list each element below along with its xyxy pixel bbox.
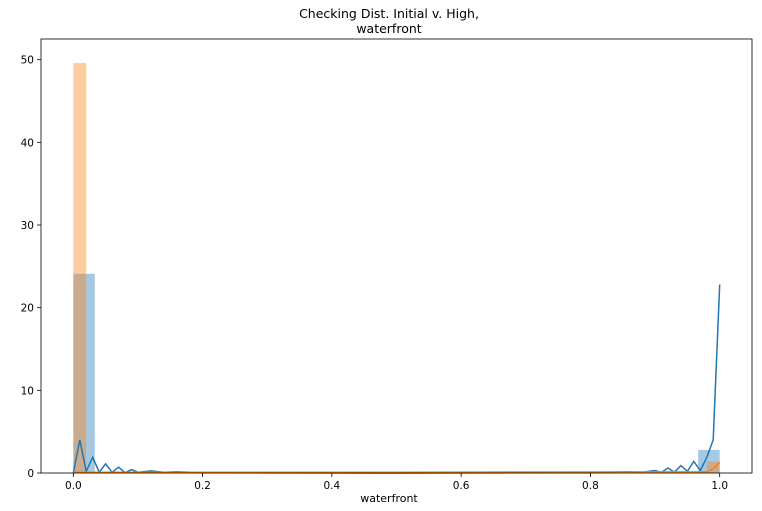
blue-kde-line xyxy=(72,284,721,474)
plot-frame xyxy=(40,38,753,474)
orange-kde-line xyxy=(73,461,721,473)
histogram-bars xyxy=(73,62,720,474)
orange-histogram-bar-0 xyxy=(73,62,87,474)
blue-histogram-bar-0 xyxy=(73,273,95,473)
y-tick-label-3: 30 xyxy=(21,220,34,232)
y-tick-label-5: 50 xyxy=(21,55,34,67)
x-tick-label-5: 1.0 xyxy=(711,480,728,492)
x-tick-label-2: 0.4 xyxy=(324,480,341,492)
x-tick-label-3: 0.6 xyxy=(453,480,470,492)
y-tick-label-1: 10 xyxy=(21,385,34,397)
y-tick-label-4: 40 xyxy=(21,137,34,149)
x-tick-label-1: 0.2 xyxy=(194,480,211,492)
chart-title-line-2: waterfront xyxy=(356,21,421,36)
x-axis-label: waterfront xyxy=(360,492,418,505)
y-tick-label-0: 0 xyxy=(27,468,34,480)
orange-histogram-bar-1 xyxy=(706,461,720,473)
x-tick-label-4: 0.8 xyxy=(582,480,599,492)
y-tick-label-2: 20 xyxy=(21,303,34,315)
axes: 0.0 0.2 0.4 0.6 0.8 1.0 0 10 20 30 40 50 xyxy=(21,38,753,492)
chart-title-line-1: Checking Dist. Initial v. High, xyxy=(299,6,479,21)
kde-lines xyxy=(72,284,721,474)
x-tick-label-0: 0.0 xyxy=(65,480,82,492)
